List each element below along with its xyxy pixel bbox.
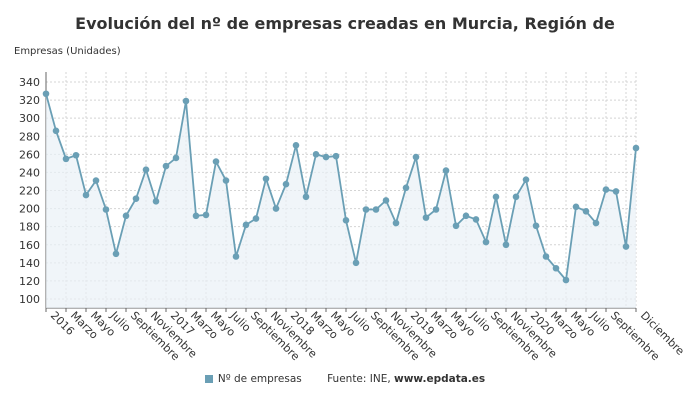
y-tick-label: 140 (19, 257, 40, 270)
series-line (45, 93, 637, 283)
y-tick-label: 240 (19, 166, 40, 179)
data-point (242, 221, 250, 229)
y-tick-label: 160 (19, 239, 40, 252)
y-tick-label: 220 (19, 185, 40, 198)
source-site: www.epdata.es (394, 373, 486, 385)
data-point (132, 195, 140, 202)
data-point (422, 214, 430, 221)
data-point (482, 238, 490, 246)
y-tick-label: 260 (19, 148, 40, 161)
data-point (202, 211, 210, 219)
data-point (382, 197, 390, 204)
data-point (582, 207, 590, 215)
source-prefix: Fuente: INE, (327, 373, 395, 385)
data-point (602, 186, 610, 193)
source-text: Fuente: INE, www.epdata.es (327, 373, 485, 385)
data-point (272, 205, 280, 212)
data-point (142, 166, 150, 174)
y-tick-label: 100 (19, 293, 40, 306)
data-point (572, 203, 580, 211)
data-point (172, 154, 180, 162)
data-point (342, 217, 350, 224)
data-point (222, 177, 230, 184)
y-tick-label: 180 (19, 221, 40, 234)
data-point (262, 175, 270, 183)
data-point (112, 250, 120, 258)
data-point (122, 212, 130, 220)
data-point (322, 153, 330, 161)
y-tick-label: 120 (19, 275, 40, 288)
data-point (82, 191, 90, 199)
data-point (392, 219, 400, 227)
data-point (312, 151, 320, 158)
data-point (632, 144, 640, 152)
data-point (402, 184, 410, 192)
data-point (542, 253, 550, 260)
data-point (562, 276, 570, 284)
y-tick-label: 280 (19, 130, 40, 143)
data-point (302, 193, 310, 201)
data-point (282, 180, 290, 188)
data-point (182, 97, 190, 105)
y-tick-label: 320 (19, 94, 40, 107)
data-point (502, 241, 510, 249)
data-point (152, 198, 160, 205)
data-point (42, 90, 50, 98)
data-point (192, 212, 200, 220)
data-point (162, 162, 170, 170)
legend-swatch (204, 375, 213, 383)
data-point (492, 193, 500, 201)
data-point (412, 153, 420, 161)
y-tick-label: 300 (19, 112, 40, 125)
data-point (102, 206, 110, 213)
data-point (462, 212, 470, 220)
data-point (452, 222, 460, 230)
data-point (212, 158, 220, 165)
data-point (522, 176, 530, 183)
data-point (52, 127, 60, 135)
data-point (292, 141, 300, 149)
data-point (62, 155, 70, 163)
data-point (622, 243, 630, 250)
data-point (232, 253, 240, 260)
data-point (72, 151, 80, 159)
chart-title: Evolución del nº de empresas creadas en … (75, 14, 615, 33)
legend-label: Nº de empresas (217, 373, 302, 385)
data-point (372, 206, 380, 213)
data-point (552, 264, 560, 272)
y-axis-label: Empresas (Unidades) (14, 46, 121, 57)
y-tick-label: 340 (19, 76, 40, 89)
data-point (432, 206, 440, 213)
data-point (592, 219, 600, 227)
data-point (252, 215, 260, 222)
data-point (92, 177, 100, 184)
legend: Nº de empresas Fuente: INE, www.epdata.e… (0, 373, 690, 385)
data-point (612, 188, 620, 195)
data-point (512, 193, 520, 201)
data-point (442, 167, 450, 174)
y-tick-label: 200 (19, 203, 40, 216)
data-point (332, 152, 340, 160)
data-point (472, 216, 480, 223)
data-point (352, 259, 360, 267)
data-point (532, 222, 540, 230)
series-area (46, 93, 636, 308)
data-point (362, 206, 370, 213)
